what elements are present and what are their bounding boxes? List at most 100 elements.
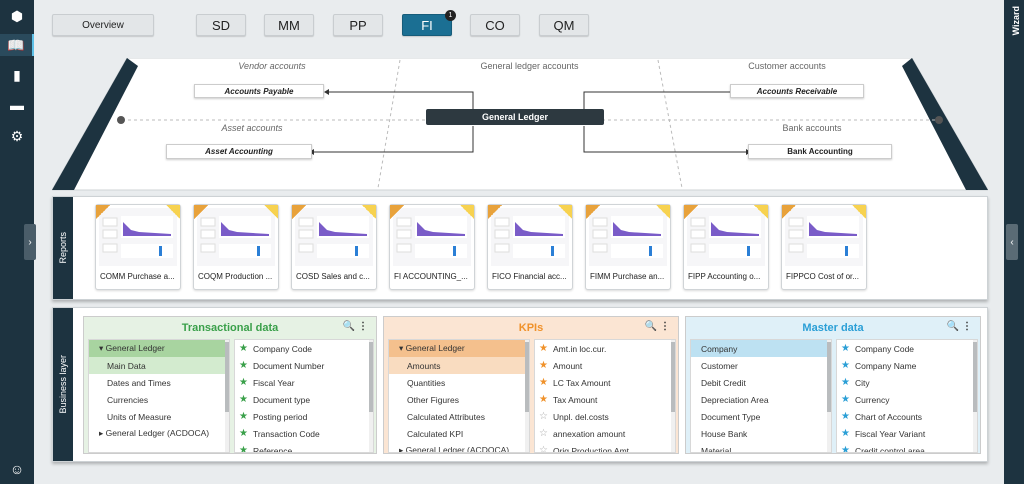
support-icon[interactable]: ☺ bbox=[9, 461, 25, 477]
star-icon[interactable]: ★ bbox=[239, 411, 248, 422]
field-item[interactable]: ★ Tax Amount bbox=[535, 391, 675, 408]
star-icon[interactable]: ★ bbox=[539, 394, 548, 405]
field-item[interactable]: ★ Amt.in loc.cur. bbox=[535, 340, 675, 357]
module-qm-button[interactable]: QM bbox=[539, 14, 589, 36]
tree-item[interactable]: ▸ General Ledger (ACDOCA) bbox=[99, 428, 210, 438]
star-icon[interactable]: ★ bbox=[841, 411, 850, 422]
tree-item[interactable]: ▾ General Ledger bbox=[389, 340, 529, 357]
module-pp-button[interactable]: PP bbox=[333, 14, 383, 36]
star-icon[interactable]: ★ bbox=[539, 377, 548, 388]
tree-item[interactable]: Other Figures bbox=[407, 394, 459, 405]
star-icon[interactable]: ☆ bbox=[539, 411, 548, 422]
field-item[interactable]: ★ Company Name bbox=[837, 357, 977, 374]
star-icon[interactable]: ★ bbox=[539, 343, 548, 354]
scrollbar[interactable] bbox=[827, 340, 831, 452]
tree-item[interactable]: Calculated KPI bbox=[407, 428, 464, 439]
tree-item[interactable]: Debit Credit bbox=[701, 377, 746, 388]
chart-icon[interactable]: ▮ bbox=[13, 66, 21, 83]
field-item[interactable]: ★ Document Number bbox=[235, 357, 373, 374]
tree-item[interactable]: Units of Measure bbox=[107, 411, 172, 422]
report-card[interactable]: COMM Purchase a... bbox=[95, 204, 181, 290]
star-icon[interactable]: ★ bbox=[239, 428, 248, 439]
field-item[interactable]: ★ Company Code bbox=[837, 340, 977, 357]
report-card[interactable]: FIPP Accounting o... bbox=[683, 204, 769, 290]
star-icon[interactable]: ★ bbox=[539, 360, 548, 371]
report-card[interactable]: FICO Financial acc... bbox=[487, 204, 573, 290]
field-item[interactable]: ★ Chart of Accounts bbox=[837, 408, 977, 425]
tree-item[interactable]: House Bank bbox=[701, 428, 748, 439]
tree-item[interactable]: Document Type bbox=[701, 411, 761, 422]
report-card[interactable]: FIMM Purchase an... bbox=[585, 204, 671, 290]
collapse-right-icon[interactable]: ‹ bbox=[1006, 224, 1018, 260]
module-co-button[interactable]: CO bbox=[470, 14, 520, 36]
logo-icon[interactable]: ⬢ bbox=[10, 7, 24, 24]
module-mm-button[interactable]: MM bbox=[264, 14, 314, 36]
report-card[interactable]: FI ACCOUNTING_... bbox=[389, 204, 475, 290]
scrollbar[interactable] bbox=[225, 340, 229, 452]
asset-accounting-node[interactable]: Asset Accounting bbox=[166, 144, 312, 159]
star-icon[interactable]: ★ bbox=[841, 445, 850, 453]
tree-item[interactable]: Amounts bbox=[389, 357, 529, 374]
scrollbar[interactable] bbox=[369, 340, 373, 452]
search-icon[interactable]: 🔍 ⋮ bbox=[342, 321, 368, 332]
search-icon[interactable]: 🔍 ⋮ bbox=[946, 321, 972, 332]
folder-icon[interactable]: ▬ bbox=[10, 97, 24, 113]
star-icon[interactable]: ★ bbox=[239, 360, 248, 371]
scrollbar[interactable] bbox=[525, 340, 529, 452]
tree-item[interactable]: Currencies bbox=[107, 394, 149, 405]
report-card[interactable]: COSD Sales and c... bbox=[291, 204, 377, 290]
tree-item[interactable]: Company bbox=[691, 340, 831, 357]
field-item[interactable]: ★ Posting period bbox=[235, 408, 373, 425]
scrollbar[interactable] bbox=[671, 340, 675, 452]
general-ledger-node[interactable]: General Ledger bbox=[426, 109, 604, 125]
bank-accounting-node[interactable]: Bank Accounting bbox=[748, 144, 892, 159]
tree-item[interactable]: Dates and Times bbox=[107, 377, 171, 388]
star-icon[interactable]: ★ bbox=[841, 360, 850, 371]
tree-item[interactable]: Depreciation Area bbox=[701, 394, 769, 405]
star-icon[interactable]: ☆ bbox=[539, 428, 548, 439]
module-fi-button[interactable]: FI 1 bbox=[402, 10, 456, 36]
field-item[interactable]: ☆ Orig.Production Amt bbox=[535, 442, 675, 453]
field-item[interactable]: ★ Transaction Code bbox=[235, 425, 373, 442]
star-icon[interactable]: ★ bbox=[239, 394, 248, 405]
tree-item[interactable]: Main Data bbox=[89, 357, 229, 374]
field-item[interactable]: ★ Fiscal Year bbox=[235, 374, 373, 391]
tree-item[interactable]: Calculated Attributes bbox=[407, 411, 485, 422]
field-item[interactable]: ★ City bbox=[837, 374, 977, 391]
field-item[interactable]: ☆ annexation amount bbox=[535, 425, 675, 442]
accounts-payable-node[interactable]: Accounts Payable bbox=[194, 84, 324, 98]
field-item[interactable]: ★ Fiscal Year Variant bbox=[837, 425, 977, 442]
search-icon[interactable]: 🔍 ⋮ bbox=[644, 321, 670, 332]
field-item[interactable]: ★ Credit control area bbox=[837, 442, 977, 453]
wizard-label[interactable]: Wizard bbox=[1011, 6, 1021, 36]
star-icon[interactable]: ★ bbox=[239, 445, 248, 453]
module-sd-button[interactable]: SD bbox=[196, 14, 246, 36]
overview-button[interactable]: Overview bbox=[52, 14, 154, 36]
field-item[interactable]: ★ Reference bbox=[235, 442, 373, 453]
star-icon[interactable]: ★ bbox=[841, 394, 850, 405]
book-icon[interactable]: 📖 bbox=[0, 34, 34, 56]
field-item[interactable]: ★ Document type bbox=[235, 391, 373, 408]
star-icon[interactable]: ★ bbox=[841, 428, 850, 439]
report-card[interactable]: COQM Production ... bbox=[193, 204, 279, 290]
star-icon[interactable]: ★ bbox=[239, 343, 248, 354]
star-icon[interactable]: ☆ bbox=[539, 445, 548, 453]
expand-left-icon[interactable]: › bbox=[24, 224, 36, 260]
field-item[interactable]: ★ Currency bbox=[837, 391, 977, 408]
field-item[interactable]: ★ LC Tax Amount bbox=[535, 374, 675, 391]
settings-icon[interactable]: ⚙ bbox=[10, 127, 24, 144]
field-item[interactable]: ☆ Unpl. del.costs bbox=[535, 408, 675, 425]
field-item[interactable]: ★ Company Code bbox=[235, 340, 373, 357]
report-card[interactable]: FIPPCO Cost of or... bbox=[781, 204, 867, 290]
scrollbar[interactable] bbox=[973, 340, 977, 452]
star-icon[interactable]: ★ bbox=[239, 377, 248, 388]
tree-item[interactable]: ▾ General Ledger bbox=[89, 340, 229, 357]
tree-item[interactable]: Customer bbox=[701, 360, 738, 371]
accounts-receivable-node[interactable]: Accounts Receivable bbox=[730, 84, 864, 98]
tree-item[interactable]: Quantities bbox=[407, 377, 446, 388]
tree-item[interactable]: ▸ General Ledger (ACDOCA) bbox=[399, 445, 510, 453]
star-icon[interactable]: ★ bbox=[841, 343, 850, 354]
star-icon[interactable]: ★ bbox=[841, 377, 850, 388]
tree-item[interactable]: Material bbox=[701, 445, 732, 453]
field-item[interactable]: ★ Amount bbox=[535, 357, 675, 374]
